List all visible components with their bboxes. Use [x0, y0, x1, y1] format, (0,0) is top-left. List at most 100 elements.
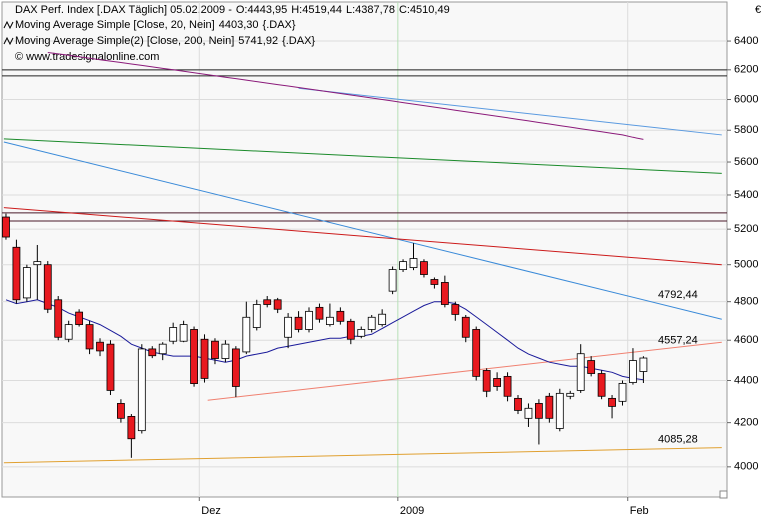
candle [367, 314, 376, 333]
candle-body [618, 382, 627, 402]
header-close: C:4510,49 [399, 4, 450, 16]
candle [33, 244, 42, 300]
candle-body [399, 261, 407, 270]
legend-name: Moving Average Simple(2) [Close, 200, Ne… [15, 35, 234, 47]
candle [388, 266, 397, 295]
candle [200, 334, 209, 383]
candle [22, 264, 31, 302]
y-tick-label: 6000 [734, 93, 758, 105]
candle-body [576, 353, 585, 391]
candle-body [305, 310, 313, 330]
trendline-label: 4792,44 [658, 289, 698, 301]
candle-body [535, 403, 543, 419]
candle-body [545, 395, 554, 419]
candle-body [472, 329, 481, 377]
candle-body [336, 310, 345, 322]
candle-body [420, 261, 428, 275]
trendline [3, 207, 722, 266]
candle-body [326, 316, 334, 326]
candle [96, 338, 104, 357]
candle [2, 213, 10, 240]
candle [555, 388, 564, 432]
candle [127, 414, 136, 458]
candle-body [96, 341, 104, 352]
candle [211, 338, 219, 365]
candle [430, 277, 439, 289]
y-tick-label: 5200 [734, 223, 758, 235]
candle [346, 318, 355, 345]
candle-body [211, 340, 219, 359]
candle [169, 322, 178, 345]
candle [639, 356, 648, 384]
candle [440, 275, 449, 308]
y-tick-label: 5800 [734, 124, 758, 136]
candle-body [117, 403, 125, 419]
candle-body [242, 316, 251, 353]
legend-icon [3, 20, 14, 30]
candle [409, 243, 418, 271]
candle-body [137, 348, 146, 432]
currency: € [755, 4, 761, 16]
candle-body [179, 324, 188, 342]
candle-body [22, 267, 31, 299]
candle [357, 326, 366, 339]
candle-body [514, 397, 522, 411]
candle-body [221, 343, 230, 359]
candle-body [608, 397, 616, 407]
candle-body [85, 324, 94, 350]
candle [378, 309, 387, 327]
candle-body [148, 348, 157, 357]
candle-body [566, 392, 575, 397]
trendline [298, 87, 722, 136]
ma-line [47, 52, 644, 140]
candle-body [461, 316, 470, 338]
candle-body [587, 360, 596, 374]
candle [587, 356, 596, 377]
candle [535, 399, 543, 445]
candle-body [357, 329, 366, 337]
candle [231, 346, 240, 398]
candle-body [597, 373, 606, 397]
candle-body [294, 316, 303, 330]
candle-body [54, 299, 63, 338]
candle [618, 380, 627, 406]
candle [608, 395, 616, 419]
candle-body [158, 343, 167, 355]
candle [566, 390, 575, 400]
y-tick-label: 4800 [734, 296, 758, 308]
y-tick-label: 4600 [734, 334, 758, 346]
candle [451, 301, 460, 321]
candle-body [378, 313, 387, 326]
candle-body [315, 306, 324, 320]
legend-name: Moving Average Simple [Close, 20, Nein] [15, 19, 215, 31]
candle-body [493, 378, 502, 387]
candle [326, 303, 334, 327]
candle [12, 239, 21, 304]
trendline-label: 4557,24 [658, 335, 698, 347]
x-tick-label: Feb [630, 505, 649, 517]
candle-body [169, 327, 178, 342]
candle-body [346, 320, 355, 340]
candle-body [252, 304, 261, 328]
candle [597, 370, 606, 400]
candle-body [409, 258, 418, 268]
candle [524, 403, 533, 427]
candle [545, 392, 554, 423]
candle [158, 342, 167, 361]
candle [576, 344, 585, 393]
candle [117, 399, 125, 423]
y-tick-label: 5600 [734, 156, 758, 168]
candle [461, 314, 470, 343]
candle [514, 395, 522, 415]
trendline [3, 141, 722, 320]
y-tick-label: 4000 [734, 461, 758, 473]
trendline [3, 138, 722, 174]
copyright: © www.tradesignalonline.com [15, 51, 159, 63]
legend-value: 5741,92 [238, 35, 278, 47]
legend-symbol: {.DAX} [282, 35, 315, 47]
y-tick-label: 4400 [734, 374, 758, 386]
candle [137, 344, 146, 434]
candle-body [430, 279, 439, 285]
candle-body [106, 343, 115, 391]
candle-body [524, 407, 533, 419]
